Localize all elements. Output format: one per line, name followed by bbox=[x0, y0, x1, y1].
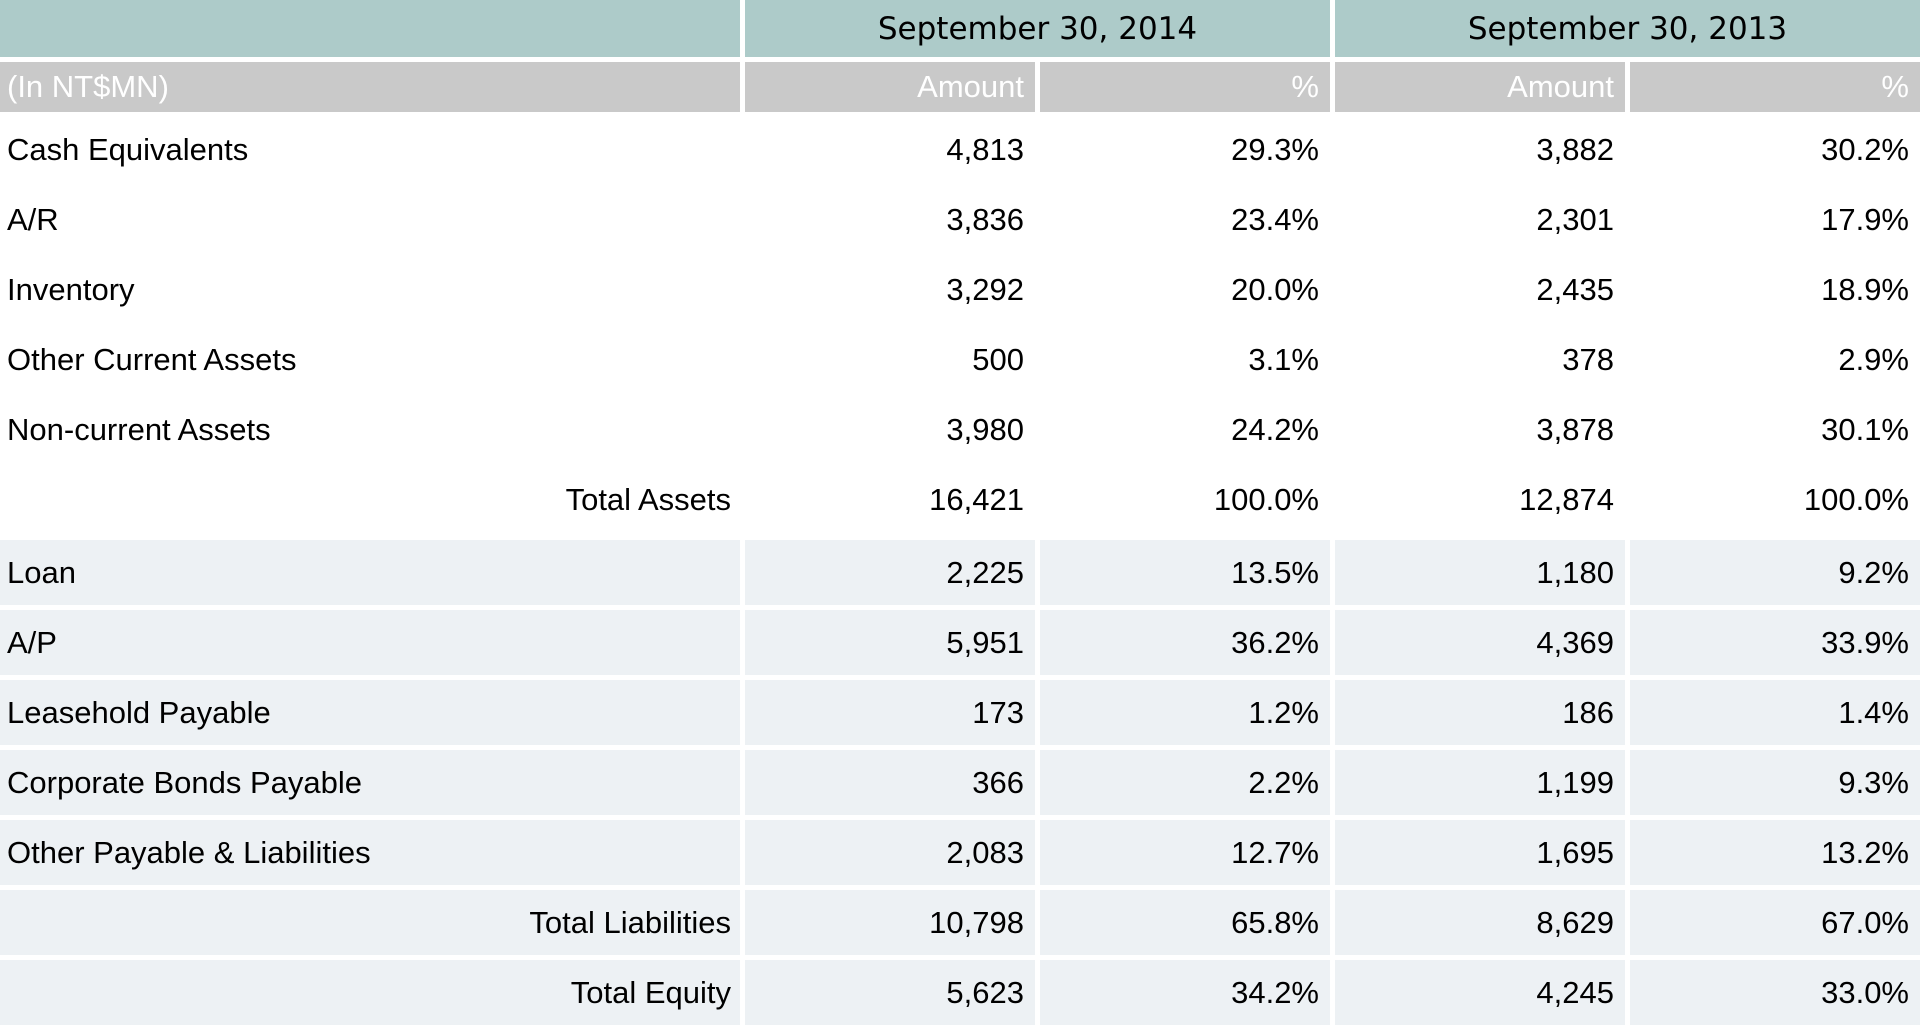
cell-amount-2013: 1,199 bbox=[1330, 745, 1625, 815]
group-header-spacer bbox=[0, 0, 740, 62]
row-label: A/P bbox=[0, 605, 740, 675]
cell-pct-2013: 2.9% bbox=[1625, 325, 1920, 395]
cell-amount-2013: 2,435 bbox=[1330, 255, 1625, 325]
cell-amount-2014: 2,083 bbox=[740, 815, 1035, 885]
cell-amount-2014: 3,836 bbox=[740, 185, 1035, 255]
cell-amount-2014: 16,421 bbox=[740, 465, 1035, 535]
row-label: Non-current Assets bbox=[7, 412, 271, 447]
cell-amount-2013: 4,245 bbox=[1330, 955, 1625, 1025]
cell-amount-2014: 10,798 bbox=[740, 885, 1035, 955]
cell-pct-2014: 65.8% bbox=[1035, 885, 1330, 955]
cell-pct-2013: 9.2% bbox=[1625, 535, 1920, 605]
header-amount-2014: Amount bbox=[740, 62, 1035, 115]
cell-pct-2014: 3.1% bbox=[1035, 325, 1330, 395]
row-label: Total Equity bbox=[0, 955, 740, 1025]
row-label: Corporate Bonds Payable bbox=[0, 745, 740, 815]
cell-amount-2014: 3,980 bbox=[740, 395, 1035, 465]
cell-amount-2013: 4,369 bbox=[1330, 605, 1625, 675]
cell-amount-2013: 2,301 bbox=[1330, 185, 1625, 255]
cell-amount-2013: 12,874 bbox=[1330, 465, 1625, 535]
column-group-2014: September 30, 2014 bbox=[740, 0, 1330, 62]
cell-amount-2014: 500 bbox=[740, 325, 1035, 395]
cell-pct-2013: 9.3% bbox=[1625, 745, 1920, 815]
cell-pct-2014: 13.5% bbox=[1035, 535, 1330, 605]
row-label: Other Payable & Liabilities bbox=[0, 815, 740, 885]
row-label: Leasehold Payable bbox=[0, 675, 740, 745]
cell-pct-2013: 17.9% bbox=[1625, 185, 1920, 255]
cell-pct-2013: 18.9% bbox=[1625, 255, 1920, 325]
cell-amount-2014: 173 bbox=[740, 675, 1035, 745]
cell-pct-2013: 33.0% bbox=[1625, 955, 1920, 1025]
cell-pct-2013: 1.4% bbox=[1625, 675, 1920, 745]
cell-amount-2014: 2,225 bbox=[740, 535, 1035, 605]
cell-pct-2013: 13.2% bbox=[1625, 815, 1920, 885]
cell-pct-2014: 36.2% bbox=[1035, 605, 1330, 675]
header-pct-2014: % bbox=[1035, 62, 1330, 115]
cell-amount-2013: 378 bbox=[1330, 325, 1625, 395]
header-amount-2013: Amount bbox=[1330, 62, 1625, 115]
row-label: Total Assets bbox=[565, 482, 731, 517]
cell-pct-2014: 20.0% bbox=[1035, 255, 1330, 325]
cell-pct-2013: 30.1% bbox=[1625, 395, 1920, 465]
cell-amount-2013: 3,882 bbox=[1330, 115, 1625, 185]
column-group-2013: September 30, 2013 bbox=[1330, 0, 1920, 62]
cell-amount-2014: 4,813 bbox=[740, 115, 1035, 185]
cell-pct-2014: 23.4% bbox=[1035, 185, 1330, 255]
cell-pct-2013: 100.0% bbox=[1625, 465, 1920, 535]
cell-amount-2013: 3,878 bbox=[1330, 395, 1625, 465]
cell-pct-2014: 100.0% bbox=[1035, 465, 1330, 535]
cell-amount-2014: 5,623 bbox=[740, 955, 1035, 1025]
cell-amount-2013: 186 bbox=[1330, 675, 1625, 745]
cell-amount-2014: 5,951 bbox=[740, 605, 1035, 675]
cell-pct-2013: 67.0% bbox=[1625, 885, 1920, 955]
row-label: Cash Equivalents bbox=[7, 132, 249, 167]
row-label: Loan bbox=[0, 535, 740, 605]
cell-pct-2014: 12.7% bbox=[1035, 815, 1330, 885]
header-pct-2013: % bbox=[1625, 62, 1920, 115]
cell-pct-2014: 2.2% bbox=[1035, 745, 1330, 815]
row-label: Other Current Assets bbox=[7, 342, 297, 377]
row-label: Total Liabilities bbox=[0, 885, 740, 955]
cell-pct-2014: 1.2% bbox=[1035, 675, 1330, 745]
unit-label: (In NT$MN) bbox=[0, 62, 740, 115]
cell-pct-2014: 34.2% bbox=[1035, 955, 1330, 1025]
cell-amount-2014: 3,292 bbox=[740, 255, 1035, 325]
cell-amount-2013: 8,629 bbox=[1330, 885, 1625, 955]
row-label: A/R bbox=[7, 202, 59, 237]
cell-pct-2014: 29.3% bbox=[1035, 115, 1330, 185]
cell-amount-2013: 1,180 bbox=[1330, 535, 1625, 605]
cell-amount-2014: 366 bbox=[740, 745, 1035, 815]
cell-amount-2013: 1,695 bbox=[1330, 815, 1625, 885]
row-label: Inventory bbox=[7, 272, 135, 307]
cell-pct-2013: 30.2% bbox=[1625, 115, 1920, 185]
cell-pct-2013: 33.9% bbox=[1625, 605, 1920, 675]
cell-pct-2014: 24.2% bbox=[1035, 395, 1330, 465]
